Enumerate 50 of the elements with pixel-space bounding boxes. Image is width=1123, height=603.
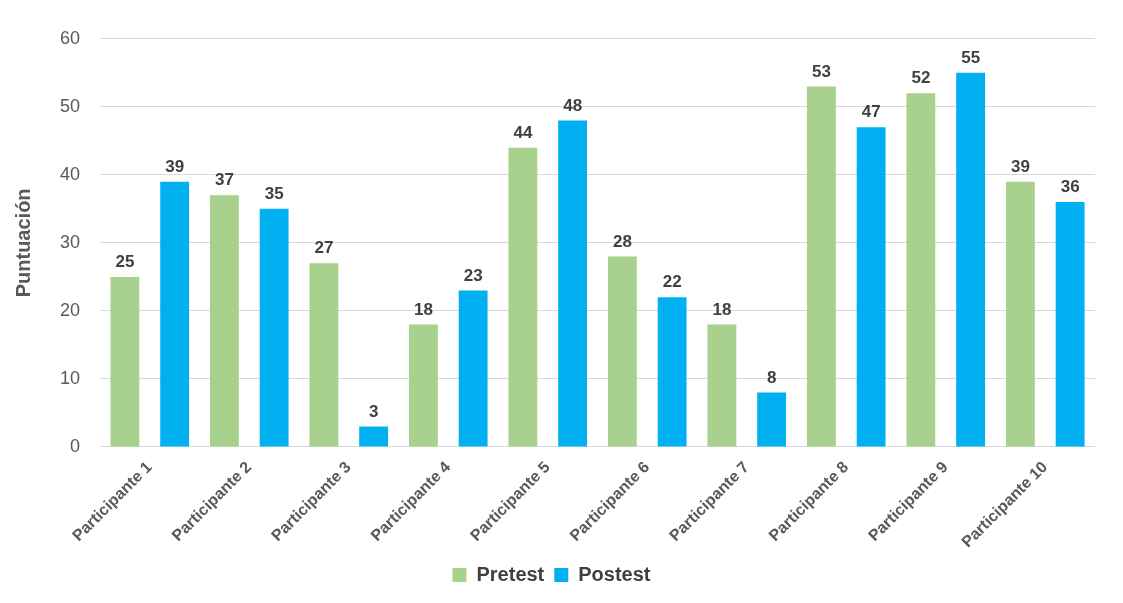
bar (309, 263, 339, 447)
data-label: 44 (513, 122, 533, 142)
data-label: 22 (662, 272, 682, 292)
bar (1005, 181, 1035, 447)
bar (558, 120, 588, 447)
data-label: 37 (214, 170, 234, 190)
data-label: 53 (811, 61, 831, 81)
data-label: 39 (165, 156, 185, 176)
data-label: 25 (115, 252, 135, 272)
data-label: 55 (961, 48, 981, 67)
data-label: 28 (612, 231, 632, 251)
bar (259, 208, 289, 447)
data-label: 18 (712, 299, 732, 319)
bar (856, 127, 886, 447)
bar (160, 181, 190, 447)
bar (906, 93, 936, 447)
data-label: 23 (463, 265, 483, 285)
data-label: 39 (1010, 156, 1030, 176)
data-label: 36 (1060, 177, 1080, 197)
bar (956, 72, 986, 447)
legend-label: Postest (578, 562, 651, 585)
bar (408, 324, 438, 447)
data-label: 47 (861, 102, 881, 122)
y-tick-label: 10 (59, 367, 81, 388)
data-label: 3 (368, 401, 379, 421)
bar (359, 426, 389, 447)
bar (657, 297, 687, 447)
data-label: 48 (563, 95, 583, 115)
y-axis-title: Puntuación (11, 188, 34, 298)
data-label: 52 (911, 68, 931, 88)
data-label: 27 (314, 238, 334, 258)
bar (110, 276, 140, 447)
y-tick-label: 50 (59, 95, 81, 116)
bar (1055, 202, 1085, 447)
y-tick-label: 0 (70, 435, 81, 456)
data-label: 18 (413, 299, 433, 319)
data-label: 8 (766, 367, 777, 387)
y-tick-label: 30 (59, 231, 81, 252)
bar (508, 147, 538, 447)
bar (209, 195, 239, 447)
bar (757, 392, 787, 447)
bar (458, 290, 488, 447)
bar (707, 324, 737, 447)
legend-label: Pretest (476, 562, 545, 585)
data-label: 35 (264, 184, 284, 204)
y-tick-label: 60 (59, 27, 81, 48)
y-tick-label: 40 (59, 163, 81, 184)
bar (806, 86, 836, 447)
bar (607, 256, 637, 447)
y-tick-label: 20 (59, 299, 81, 320)
